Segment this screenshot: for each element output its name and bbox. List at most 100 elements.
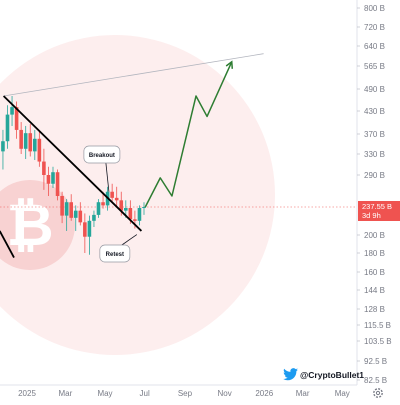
bar-countdown: 3d 9h [362, 211, 381, 220]
price-tick-label: 800 B [364, 4, 385, 13]
price-tick-label: 370 B [364, 130, 385, 139]
candle-body [69, 202, 73, 218]
time-tick-label: May [335, 389, 350, 398]
candle-body [51, 172, 55, 184]
candle-body [142, 206, 146, 209]
price-tick-label: 144 B [364, 286, 385, 295]
candle [37, 131, 42, 167]
projection-arrowhead [225, 60, 234, 69]
gear-outer-ring[interactable] [373, 388, 383, 398]
bitcoin-watermark-glyph: ₿ [6, 193, 53, 258]
trend-lines [0, 53, 264, 258]
candle [78, 202, 83, 226]
price-tick-label: 92.5 B [364, 357, 387, 366]
candle-body [64, 202, 69, 216]
candles [1, 96, 146, 255]
gear-icon[interactable] [373, 388, 383, 398]
bitcoin-logo-watermark: ₿ [0, 35, 275, 355]
time-axis: 2025 Mar May Jul Sep Nov 2026 Mar May [18, 389, 350, 398]
retest-leader-line [121, 234, 138, 246]
candle [96, 199, 101, 218]
price-tick-label: 430 B [364, 107, 385, 116]
price-tick-label: 200 B [364, 231, 385, 240]
candle-body [33, 138, 37, 152]
price-tick-label: 115.5 B [364, 321, 391, 330]
candle-body [101, 202, 105, 206]
retest-label: Retest [106, 252, 124, 258]
breakout-label: Breakout [89, 153, 115, 159]
twitter-handle: @CryptoBullet1 [300, 370, 364, 380]
gear-hub[interactable] [375, 390, 381, 396]
candle-body [83, 222, 87, 237]
upper-channel-line [3, 53, 264, 97]
candle [83, 213, 87, 253]
price-tick-label: 82.5 B [364, 376, 387, 385]
candle-body [124, 208, 128, 211]
candle [92, 210, 96, 227]
candle [87, 215, 92, 255]
price-tick-label: 640 B [364, 42, 385, 51]
candle [51, 166, 55, 189]
price-axis: 82.5 B 92.5 B 103.5 B 115.5 B 128 B 144 B 160 … [357, 4, 392, 385]
candle-body [1, 141, 5, 152]
candle [5, 105, 10, 149]
candle-body [10, 107, 14, 115]
candle-body [96, 202, 101, 215]
candle [73, 205, 78, 231]
candle-body [128, 208, 133, 220]
candle [33, 129, 37, 161]
price-badge-background [358, 200, 400, 221]
candle [23, 125, 28, 160]
candle-body [137, 208, 142, 221]
candle-body [19, 129, 23, 149]
downtrend-line [2, 95, 143, 232]
price-tick-label: 720 B [364, 23, 385, 32]
candle-body [28, 133, 33, 152]
lower-channel-line [0, 230, 15, 258]
price-tick-label: 180 B [364, 249, 385, 258]
candle-body [42, 161, 46, 175]
candle-body [46, 175, 51, 184]
candle-body [73, 210, 78, 218]
projection [144, 60, 234, 208]
candle-body [119, 200, 124, 211]
current-price-badge: 237.55 B 3d 9h [358, 200, 400, 221]
candle-body [55, 172, 60, 197]
candle [46, 166, 51, 197]
projection-path [144, 61, 233, 208]
candle-body [110, 191, 114, 198]
current-price-value: 237.55 B [362, 202, 392, 211]
candle-body [87, 220, 92, 237]
price-tick-label: 160 B [364, 268, 385, 277]
time-tick-label: 2025 [18, 389, 36, 398]
candle-body [114, 197, 119, 201]
candle [28, 123, 33, 157]
candle [60, 191, 64, 224]
candle-body [5, 114, 10, 142]
time-tick-label: Mar [58, 389, 72, 398]
candle [55, 169, 60, 201]
candle [42, 148, 46, 190]
time-tick-label: May [97, 389, 112, 398]
price-tick-label: 490 B [364, 85, 385, 94]
candle [69, 194, 73, 221]
candle [110, 183, 114, 203]
time-tick-label: Jul [140, 389, 150, 398]
retest-label-box [99, 244, 131, 263]
breakout-leader-line [105, 162, 110, 192]
price-tick-label: 128 B [364, 305, 385, 314]
time-tick-label: Sep [178, 389, 193, 398]
candle-body [133, 219, 137, 221]
candle-body [60, 196, 64, 216]
time-tick-label: Mar [296, 389, 310, 398]
candle-body [92, 214, 96, 221]
bitcoin-watermark-inner-circle [0, 180, 75, 270]
candle [114, 186, 119, 207]
candle [137, 205, 142, 226]
price-tick-label: 290 B [364, 171, 385, 180]
breakout-label-box [83, 145, 121, 164]
time-tick-label: 2026 [255, 389, 273, 398]
candle-body [78, 210, 83, 223]
